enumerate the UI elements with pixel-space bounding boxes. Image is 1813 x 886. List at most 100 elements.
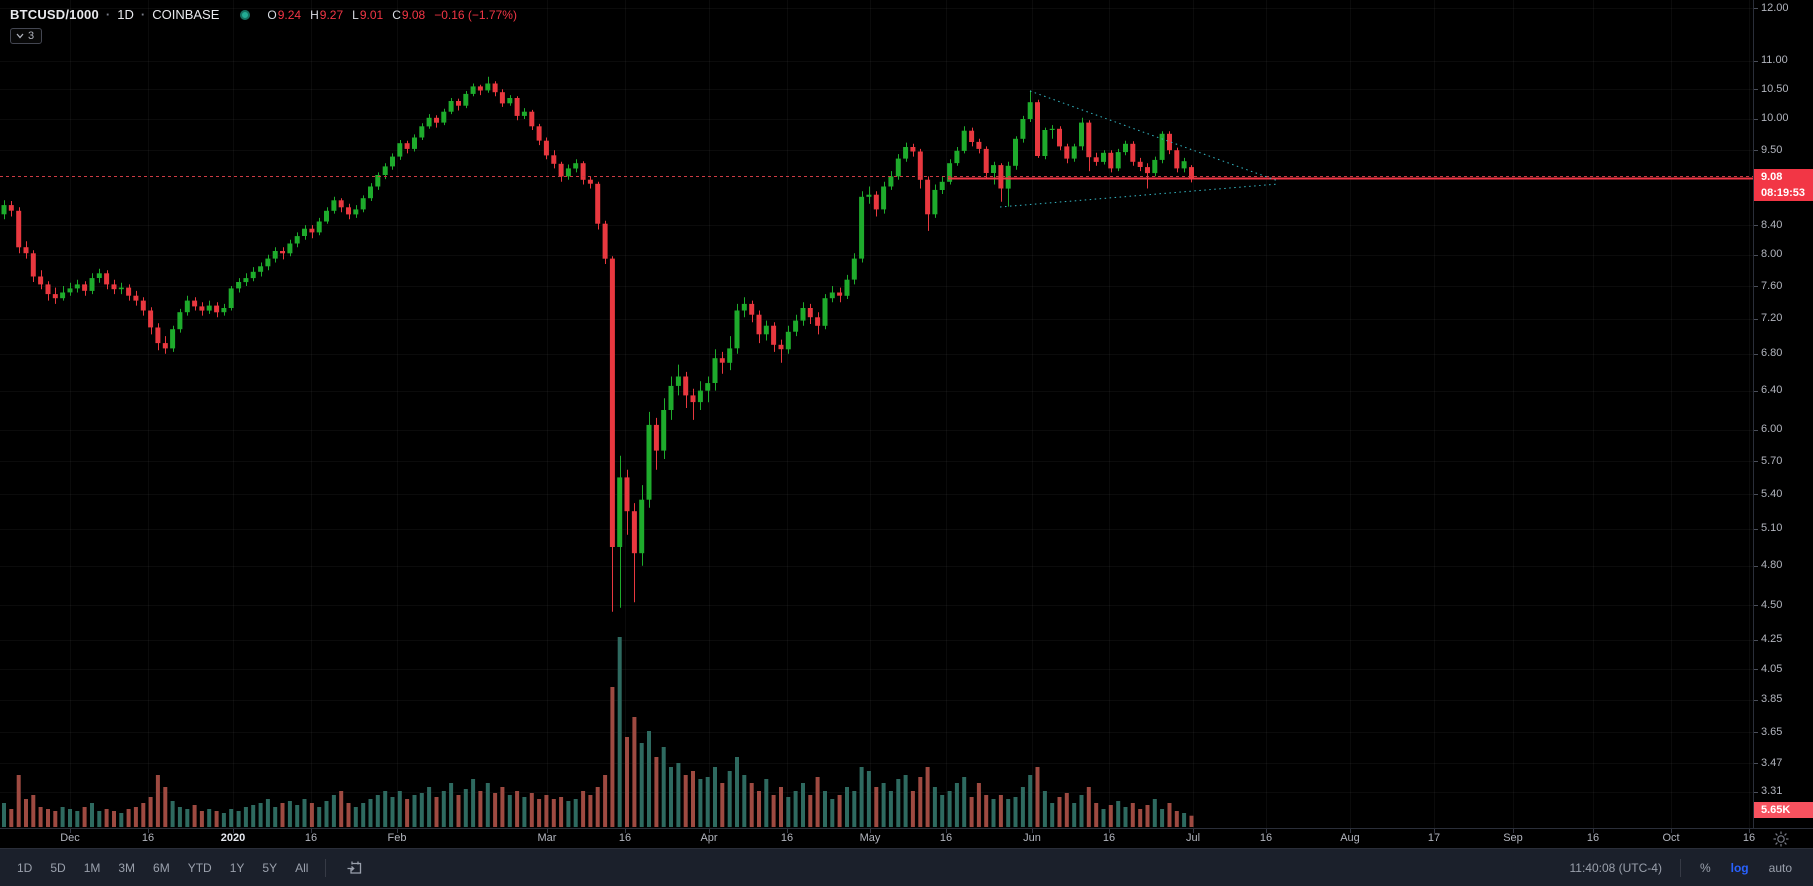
volume-bar	[1079, 795, 1084, 827]
indicators-collapse-button[interactable]: 3	[10, 28, 43, 44]
volume-bar	[1006, 799, 1011, 827]
volume-bar	[727, 771, 732, 827]
time-axis-tick	[1671, 829, 1672, 833]
candle-body	[969, 130, 975, 142]
candle-body	[499, 92, 505, 104]
interval-label[interactable]: 1D	[117, 7, 134, 22]
volume-bar	[317, 807, 322, 827]
percent-scale-button[interactable]: %	[1699, 860, 1711, 875]
candle-body	[829, 292, 835, 299]
volume-bar	[1042, 791, 1047, 827]
time-axis-label: 16	[141, 832, 155, 844]
price-axis-tick	[1754, 8, 1758, 9]
triangle-trendline-lower[interactable]	[999, 183, 1279, 208]
last-price-badge: 9.08	[1754, 169, 1813, 185]
volume-bar	[280, 803, 285, 827]
range-button-1d[interactable]: 1D	[17, 860, 33, 875]
price-axis-label: 4.25	[1761, 633, 1783, 646]
candle-body	[675, 376, 681, 386]
exchange-label: COINBASE	[152, 7, 220, 22]
volume-bar	[654, 757, 659, 827]
volume-bar	[207, 809, 212, 827]
volume-bar	[515, 791, 520, 827]
price-axis-tick	[1754, 430, 1758, 431]
candle-body	[749, 303, 755, 315]
candle-body	[631, 511, 637, 554]
range-button-1m[interactable]: 1M	[83, 860, 101, 875]
auto-scale-button[interactable]: auto	[1768, 860, 1792, 875]
range-button-3m[interactable]: 3M	[118, 860, 136, 875]
price-axis-tick	[1754, 150, 1758, 151]
candle-body	[807, 308, 813, 318]
volume-value-badge: 5.65K	[1754, 802, 1813, 818]
price-axis-label: 5.10	[1761, 522, 1783, 535]
volume-bar	[471, 779, 476, 827]
volume-bar	[24, 799, 28, 827]
volume-bar	[859, 767, 864, 827]
volume-bar	[1072, 803, 1077, 827]
sun-theme-icon[interactable]	[1772, 830, 1790, 848]
volume-bar	[346, 803, 351, 827]
price-axis-label: 7.20	[1761, 312, 1783, 325]
range-button-5d[interactable]: 5D	[50, 860, 66, 875]
time-axis-tick	[1350, 829, 1351, 833]
time-axis-tick	[1434, 829, 1435, 833]
candle-body	[1093, 157, 1099, 162]
volume-bar	[383, 791, 388, 827]
range-button-ytd[interactable]: YTD	[187, 860, 212, 875]
candle-body	[961, 130, 967, 151]
volume-bar	[243, 807, 248, 827]
volume-bar	[537, 799, 542, 827]
volume-bar	[397, 791, 402, 827]
volume-bar	[390, 797, 395, 827]
candle-body	[587, 179, 593, 184]
price-axis-label: 10.00	[1761, 112, 1789, 125]
candle-body	[206, 305, 212, 311]
ohlc-pair: O9.24	[267, 8, 301, 22]
candle-body	[104, 273, 110, 285]
volume-bar	[229, 809, 234, 827]
range-button-all[interactable]: All	[295, 860, 309, 875]
candle-body	[1013, 138, 1018, 166]
ohlc-value: 9.01	[359, 7, 384, 22]
volume-bar	[1013, 797, 1018, 827]
symbol-legend[interactable]: BTCUSD/1000 · 1D · COINBASE O9.24 H9.27 L9…	[10, 7, 517, 22]
market-status-icon[interactable]	[240, 9, 251, 20]
time-axis-label: 16	[304, 832, 318, 844]
toolbar-divider	[1679, 858, 1681, 877]
volume-bar	[1138, 809, 1143, 827]
candle-body	[89, 278, 95, 291]
chart-plot-area[interactable]	[0, 0, 1753, 828]
time-axis-label: May	[859, 832, 881, 844]
volume-bar	[192, 805, 197, 827]
price-axis-label: 6.00	[1761, 423, 1783, 436]
volume-bar	[522, 797, 527, 827]
time-axis[interactable]: Dec 16 2020 16 Feb Mar 16 Apr 16 May 16 Jun 16 Jul 16 A…	[0, 828, 1813, 848]
candle-body	[947, 163, 953, 182]
log-scale-button[interactable]: log	[1730, 860, 1749, 875]
volume-bar	[177, 807, 182, 827]
candlestick-chart[interactable]	[0, 0, 1753, 828]
symbol-name[interactable]: BTCUSD/1000	[10, 7, 99, 22]
range-button-1y[interactable]: 1Y	[229, 860, 245, 875]
time-axis-label: Apr	[700, 832, 718, 844]
price-axis-tick	[1754, 529, 1758, 530]
clock-label[interactable]: 11:40:08 (UTC-4)	[1569, 860, 1662, 875]
go-to-date-icon[interactable]	[344, 857, 366, 879]
volume-bar	[713, 767, 717, 827]
price-axis[interactable]: 12.00 11.00 10.50 10.00 9.50 8.40 8.00 7.60 7.20…	[1753, 0, 1813, 828]
volume-bar	[1123, 807, 1128, 827]
price-axis-label: 3.31	[1761, 785, 1783, 798]
volume-bar	[683, 775, 688, 827]
volume-bar	[947, 791, 952, 827]
volume-bar	[954, 783, 959, 827]
volume-bar	[405, 799, 410, 827]
time-axis-tick	[787, 829, 788, 833]
price-axis-label: 3.47	[1761, 756, 1783, 769]
candle-body	[609, 258, 615, 547]
range-button-5y[interactable]: 5Y	[262, 860, 278, 875]
volume-bar	[119, 813, 124, 827]
candle-body	[778, 344, 784, 350]
range-button-6m[interactable]: 6M	[153, 860, 170, 875]
